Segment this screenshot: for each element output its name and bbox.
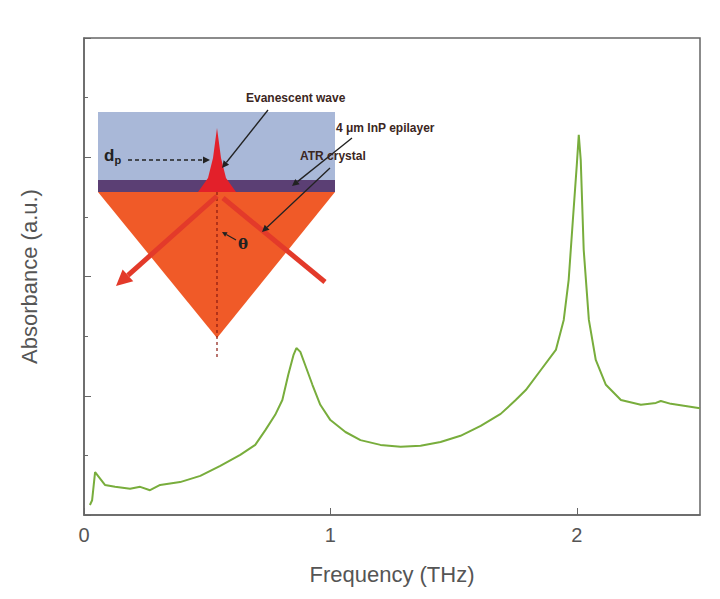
svg-text:Evanescent wave: Evanescent wave <box>246 91 346 105</box>
svg-text:0: 0 <box>78 524 89 546</box>
svg-text:d: d <box>104 146 114 165</box>
svg-text:θ: θ <box>238 235 248 253</box>
svg-text:Absorbance (a.u.): Absorbance (a.u.) <box>17 189 42 364</box>
svg-text:4 μm InP epilayer: 4 μm InP epilayer <box>336 121 435 135</box>
svg-text:1: 1 <box>325 524 336 546</box>
svg-text:ATR crystal: ATR crystal <box>300 149 366 163</box>
svg-text:p: p <box>114 154 121 166</box>
svg-text:2: 2 <box>571 524 582 546</box>
svg-text:Frequency (THz): Frequency (THz) <box>309 562 474 587</box>
